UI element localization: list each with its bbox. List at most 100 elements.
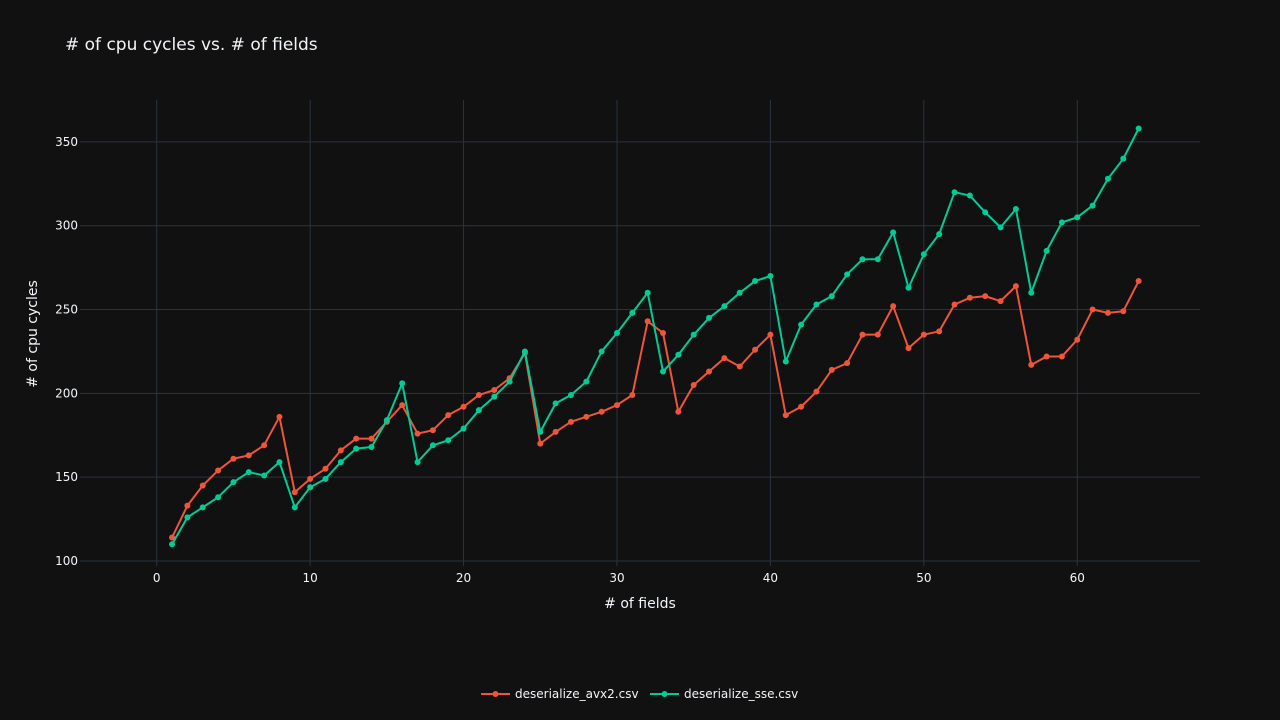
data-point[interactable] <box>690 381 697 388</box>
data-point[interactable] <box>460 425 467 432</box>
data-point[interactable] <box>583 378 590 385</box>
data-point[interactable] <box>368 443 375 450</box>
data-point[interactable] <box>429 427 436 434</box>
data-point[interactable] <box>1012 283 1019 290</box>
data-point[interactable] <box>353 435 360 442</box>
data-point[interactable] <box>660 368 667 375</box>
data-point[interactable] <box>475 407 482 414</box>
data-point[interactable] <box>353 445 360 452</box>
data-point[interactable] <box>782 412 789 419</box>
data-point[interactable] <box>399 402 406 409</box>
data-point[interactable] <box>1120 155 1127 162</box>
data-point[interactable] <box>936 231 943 238</box>
data-point[interactable] <box>905 284 912 291</box>
data-point[interactable] <box>690 331 697 338</box>
data-point[interactable] <box>613 402 620 409</box>
data-point[interactable] <box>675 408 682 415</box>
data-point[interactable] <box>798 403 805 410</box>
data-point[interactable] <box>460 403 467 410</box>
data-point[interactable] <box>291 489 298 496</box>
data-point[interactable] <box>1058 219 1065 226</box>
data-point[interactable] <box>1074 336 1081 343</box>
data-point[interactable] <box>445 437 452 444</box>
data-point[interactable] <box>184 514 191 521</box>
data-point[interactable] <box>706 314 713 321</box>
data-point[interactable] <box>1058 353 1065 360</box>
data-point[interactable] <box>598 408 605 415</box>
data-point[interactable] <box>414 430 421 437</box>
data-point[interactable] <box>721 355 728 362</box>
data-point[interactable] <box>951 189 958 196</box>
data-point[interactable] <box>521 348 528 355</box>
data-point[interactable] <box>291 504 298 511</box>
data-point[interactable] <box>1012 205 1019 212</box>
data-point[interactable] <box>1043 247 1050 254</box>
data-point[interactable] <box>230 479 237 486</box>
data-point[interactable] <box>736 289 743 296</box>
data-point[interactable] <box>1135 278 1142 285</box>
data-point[interactable] <box>706 368 713 375</box>
data-point[interactable] <box>782 358 789 365</box>
legend[interactable]: deserialize_avx2.csv deserialize_sse.csv <box>481 687 798 701</box>
data-point[interactable] <box>475 392 482 399</box>
data-point[interactable] <box>307 484 314 491</box>
data-point[interactable] <box>844 271 851 278</box>
data-point[interactable] <box>920 331 927 338</box>
data-point[interactable] <box>982 293 989 300</box>
data-point[interactable] <box>537 428 544 435</box>
data-point[interactable] <box>368 435 375 442</box>
data-point[interactable] <box>537 440 544 447</box>
data-point[interactable] <box>1089 202 1096 209</box>
data-point[interactable] <box>813 301 820 308</box>
data-point[interactable] <box>506 378 513 385</box>
data-point[interactable] <box>598 348 605 355</box>
data-point[interactable] <box>905 345 912 352</box>
data-point[interactable] <box>337 459 344 466</box>
data-point[interactable] <box>169 541 176 548</box>
data-point[interactable] <box>874 331 881 338</box>
data-point[interactable] <box>936 328 943 335</box>
data-point[interactable] <box>613 330 620 336</box>
data-point[interactable] <box>828 366 835 373</box>
data-point[interactable] <box>552 428 559 435</box>
data-point[interactable] <box>1104 309 1111 316</box>
data-point[interactable] <box>261 442 268 449</box>
data-point[interactable] <box>752 278 759 285</box>
data-point[interactable] <box>951 301 958 308</box>
data-point[interactable] <box>966 294 973 301</box>
data-point[interactable] <box>813 388 820 395</box>
data-point[interactable] <box>245 452 252 459</box>
data-point[interactable] <box>399 380 406 387</box>
data-point[interactable] <box>675 351 682 358</box>
data-point[interactable] <box>1028 289 1035 296</box>
data-point[interactable] <box>307 475 314 482</box>
data-point[interactable] <box>383 417 390 424</box>
data-point[interactable] <box>567 418 574 425</box>
data-point[interactable] <box>276 459 283 466</box>
data-point[interactable] <box>629 309 636 316</box>
data-point[interactable] <box>322 465 329 472</box>
data-point[interactable] <box>736 363 743 370</box>
data-point[interactable] <box>874 256 881 263</box>
data-point[interactable] <box>844 360 851 367</box>
data-point[interactable] <box>859 331 866 338</box>
data-point[interactable] <box>429 442 436 449</box>
data-point[interactable] <box>583 413 590 420</box>
data-point[interactable] <box>767 273 774 280</box>
data-point[interactable] <box>1104 175 1111 182</box>
data-point[interactable] <box>752 346 759 353</box>
data-point[interactable] <box>828 293 835 300</box>
data-point[interactable] <box>644 289 651 296</box>
data-point[interactable] <box>1074 214 1081 221</box>
legend-item[interactable]: deserialize_avx2.csv <box>481 687 639 701</box>
data-point[interactable] <box>660 330 667 336</box>
data-point[interactable] <box>1028 361 1035 368</box>
data-point[interactable] <box>798 321 805 328</box>
data-point[interactable] <box>445 412 452 419</box>
data-point[interactable] <box>322 475 329 482</box>
data-point[interactable] <box>337 447 344 454</box>
data-point[interactable] <box>890 303 897 310</box>
data-point[interactable] <box>767 331 774 338</box>
data-point[interactable] <box>261 472 268 479</box>
data-point[interactable] <box>276 413 283 420</box>
